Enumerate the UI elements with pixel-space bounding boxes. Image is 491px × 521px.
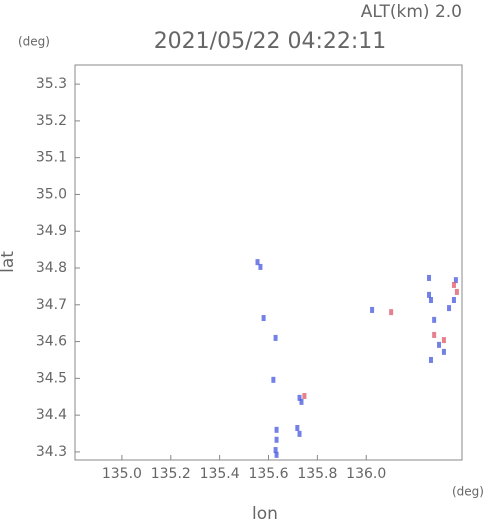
x-tick-label: 135.2 — [151, 466, 191, 482]
echo-point — [441, 348, 446, 355]
echo-point — [297, 430, 302, 437]
echo-point — [427, 274, 432, 281]
y-tick-label: 34.7 — [36, 297, 67, 313]
plot-frame — [74, 64, 463, 461]
y-tick-label: 34.3 — [36, 444, 67, 460]
echo-point — [428, 297, 433, 304]
x-tick-label: 136.0 — [346, 466, 386, 482]
echo-point — [273, 447, 278, 454]
y-tick-label: 35.3 — [36, 76, 67, 92]
echo-point — [273, 334, 278, 341]
chart-title: 2021/05/22 04:22:11 — [154, 29, 387, 54]
echo-point — [451, 297, 456, 304]
x-tick-label: 135.0 — [102, 466, 142, 482]
echo-point — [274, 426, 279, 433]
echo-point — [441, 337, 446, 344]
x-tick-label: 135.6 — [248, 466, 288, 482]
y-tick-label: 34.4 — [36, 407, 67, 423]
x-tick-label: 135.4 — [200, 466, 240, 482]
y-axis-label: lat — [0, 251, 18, 273]
echo-point — [389, 309, 394, 316]
echo-point — [274, 451, 279, 458]
echo-point — [255, 259, 260, 266]
x-tick-label: 135.8 — [297, 466, 337, 482]
echo-point — [428, 356, 433, 363]
echo-point — [274, 436, 279, 443]
y-tick-label: 34.6 — [36, 334, 67, 350]
y-tick-label: 35.1 — [36, 150, 67, 166]
y-tick-label: 35.2 — [36, 113, 67, 129]
echo-point — [261, 315, 266, 322]
y-tick-label: 34.9 — [36, 223, 67, 239]
y-tick-label: 34.8 — [36, 260, 67, 276]
echo-point — [453, 277, 458, 284]
y-unit: (deg) — [18, 35, 50, 49]
echo-point — [447, 305, 452, 312]
echo-point — [258, 263, 263, 270]
echo-point — [451, 281, 456, 288]
echo-point — [432, 331, 437, 338]
echo-point — [299, 398, 304, 405]
echo-point — [302, 393, 307, 400]
echo-point — [427, 291, 432, 298]
x-unit: (deg) — [452, 485, 484, 499]
echo-point — [432, 316, 437, 323]
x-axis-label: lon — [252, 504, 278, 521]
echo-point — [271, 376, 276, 383]
echo-point — [454, 288, 459, 295]
echo-point — [437, 341, 442, 348]
echo-point — [297, 394, 302, 401]
y-tick-label: 35.0 — [36, 186, 67, 202]
echo-point — [295, 425, 300, 432]
y-tick-label: 34.5 — [36, 370, 67, 386]
echo-point — [370, 306, 375, 313]
chart-subtitle: ALT(km) 2.0 — [361, 2, 462, 22]
